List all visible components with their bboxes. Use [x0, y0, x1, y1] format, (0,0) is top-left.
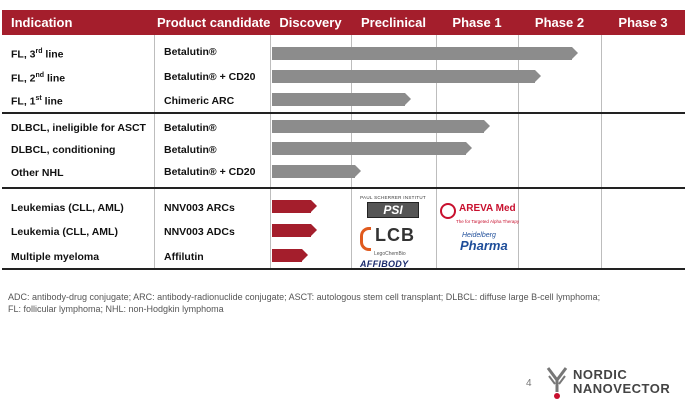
progress-bar	[272, 165, 362, 178]
product-cell: Betalutin®	[164, 144, 217, 156]
group-divider	[2, 268, 685, 270]
progress-bar-tip	[571, 47, 578, 59]
header-phase-1: Phase 1	[452, 15, 502, 30]
progress-bar	[272, 93, 411, 106]
indication-cell: DLBCL, ineligible for ASCT	[11, 122, 146, 134]
product-cell: Betalutin® + CD20	[164, 71, 256, 83]
product-cell: Betalutin®	[164, 122, 217, 134]
progress-bar	[272, 224, 317, 237]
grid-line	[601, 35, 602, 270]
progress-bar-tip	[404, 93, 411, 105]
product-cell: Chimeric ARC	[164, 95, 235, 107]
progress-bar	[272, 47, 578, 60]
footnote-line: FL: follicular lymphoma; NHL: non-Hodgki…	[8, 304, 224, 314]
progress-bar	[272, 142, 473, 155]
product-cell: Affilutin	[164, 251, 204, 263]
product-cell: Betalutin®	[164, 46, 217, 58]
header-phase-preclinical: Preclinical	[360, 15, 427, 30]
footnote-line: ADC: antibody-drug conjugate; ARC: antib…	[8, 292, 601, 302]
indication-cell: FL, 2nd line	[11, 72, 66, 85]
indication-cell: FL, 3rd line	[11, 48, 64, 61]
progress-bar-tip	[484, 120, 491, 132]
company-logo: NORDIC NANOVECTOR	[545, 366, 685, 402]
indication-cell: Leukemia (CLL, AML)	[11, 226, 118, 238]
footnote: ADC: antibody-drug conjugate; ARC: antib…	[8, 291, 628, 315]
progress-bar	[272, 120, 491, 133]
progress-bar	[272, 200, 317, 213]
progress-bar-tip	[302, 249, 309, 261]
progress-bar-tip	[310, 224, 317, 236]
table-header: Indication Product candidate Discovery P…	[2, 10, 685, 35]
indication-cell: DLBCL, conditioning	[11, 144, 116, 156]
heidelberg-pharma-logo: Heidelberg Pharma	[460, 232, 508, 253]
indication-cell: Multiple myeloma	[11, 251, 100, 263]
product-cell: NNV003 ARCs	[164, 202, 235, 214]
header-product: Product candidate	[157, 15, 271, 30]
grid-line	[518, 35, 519, 270]
header-phase-2: Phase 2	[534, 15, 585, 30]
group-divider	[2, 187, 685, 189]
product-cell: NNV003 ADCs	[164, 226, 235, 238]
product-cell: Betalutin® + CD20	[164, 166, 256, 178]
brand-line-2: NANOVECTOR	[573, 381, 671, 396]
brand-line-1: NORDIC	[573, 367, 628, 382]
progress-bar-tip	[310, 200, 317, 212]
nanovector-icon	[546, 367, 568, 399]
header-phase-3: Phase 3	[618, 15, 668, 30]
header-phase-discovery: Discovery	[279, 15, 342, 30]
page-number: 4	[526, 378, 532, 389]
header-indication: Indication	[11, 15, 73, 30]
progress-bar-tip	[355, 165, 362, 177]
group-divider	[2, 112, 685, 114]
pipeline-table: Indication Product candidate Discovery P…	[2, 10, 685, 270]
progress-bar-tip	[535, 70, 542, 82]
affibody-logo: AFFIBODY	[360, 259, 409, 269]
grid-line	[270, 35, 271, 270]
progress-bar	[272, 70, 542, 83]
indication-cell: Leukemias (CLL, AML)	[11, 202, 124, 214]
areva-logo: AREVA Med The for Targeted Alpha Therapy	[440, 202, 520, 224]
indication-cell: Other NHL	[11, 167, 64, 179]
psi-logo: PAUL SCHERRER INSTITUT PSI	[360, 195, 426, 218]
lcb-logo: LCB LegoChemBio	[360, 226, 426, 257]
progress-bar-tip	[466, 142, 473, 154]
grid-line	[154, 35, 155, 270]
progress-bar	[272, 249, 309, 262]
indication-cell: FL, 1st line	[11, 95, 63, 108]
